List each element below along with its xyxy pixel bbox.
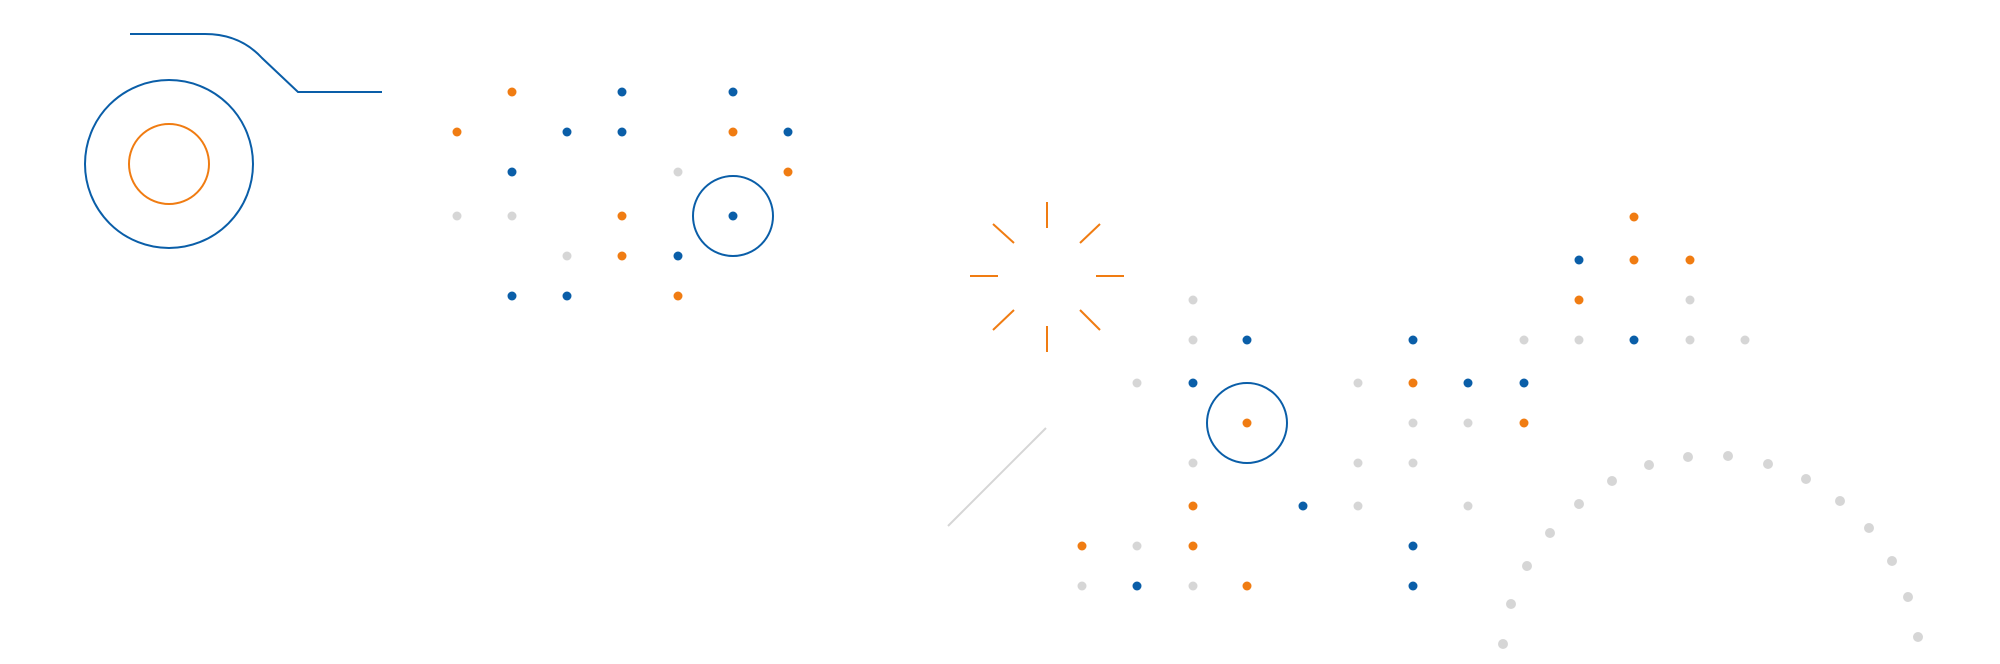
dot: [1188, 378, 1198, 388]
dot: [452, 127, 462, 137]
dot: [673, 291, 683, 301]
dot: [1242, 335, 1252, 345]
dot: [1353, 501, 1363, 511]
arc-dot: [1864, 523, 1874, 533]
dot: [1188, 458, 1198, 468]
dot: [673, 251, 683, 261]
dot: [1188, 295, 1198, 305]
dot: [1685, 335, 1695, 345]
dot: [1132, 378, 1142, 388]
dot: [1685, 295, 1695, 305]
dot: [1188, 501, 1198, 511]
sunburst-icon: [970, 202, 1124, 352]
arc-dot: [1913, 632, 1923, 642]
dot-grid-right: [1077, 212, 1750, 591]
dot: [617, 211, 627, 221]
arc-dot: [1801, 474, 1811, 484]
dot: [1242, 418, 1252, 428]
dot: [728, 127, 738, 137]
dot: [1408, 418, 1418, 428]
dot-highlight-ring: [692, 175, 774, 257]
dot-grid-left: [452, 87, 793, 301]
dot: [1188, 335, 1198, 345]
dot: [1077, 541, 1087, 551]
dot: [673, 167, 683, 177]
arc-dot: [1903, 592, 1913, 602]
dot: [783, 127, 793, 137]
dot: [617, 87, 627, 97]
dot: [1408, 581, 1418, 591]
dot: [1574, 295, 1584, 305]
arc-dot: [1723, 451, 1733, 461]
dot: [1298, 501, 1308, 511]
dot: [1077, 581, 1087, 591]
dot: [1132, 581, 1142, 591]
dot: [507, 211, 517, 221]
arc-dot: [1545, 528, 1555, 538]
dot: [617, 127, 627, 137]
dot: [452, 211, 462, 221]
dot: [507, 87, 517, 97]
arc-dot: [1522, 561, 1532, 571]
dot: [1242, 581, 1252, 591]
dot: [1574, 255, 1584, 265]
dot: [1408, 541, 1418, 551]
arc-dot: [1644, 460, 1654, 470]
outer-ring: [84, 79, 254, 249]
dot: [507, 291, 517, 301]
dot: [1408, 378, 1418, 388]
arc-dot: [1763, 459, 1773, 469]
dot-highlight-ring-right: [1206, 382, 1288, 464]
inner-ring: [128, 123, 210, 205]
dot: [1629, 335, 1639, 345]
arc-dot: [1683, 452, 1693, 462]
dot: [562, 127, 572, 137]
arc-dot: [1498, 639, 1508, 649]
diagonal-line: [947, 427, 1047, 527]
dot: [1519, 335, 1529, 345]
dot: [1463, 418, 1473, 428]
dot: [1463, 378, 1473, 388]
dot: [1519, 378, 1529, 388]
dot: [728, 87, 738, 97]
dot: [1740, 335, 1750, 345]
dot: [1463, 501, 1473, 511]
arc-dot: [1887, 556, 1897, 566]
arc-dot: [1835, 496, 1845, 506]
arc-dot: [1607, 476, 1617, 486]
dot: [1188, 541, 1198, 551]
concentric-circles-icon: [84, 33, 382, 249]
dotted-arc: [1498, 451, 1923, 649]
arc-dot: [1506, 599, 1516, 609]
dot: [1519, 418, 1529, 428]
dot: [1629, 255, 1639, 265]
dot: [1353, 458, 1363, 468]
dot: [507, 167, 517, 177]
dot: [617, 251, 627, 261]
dot: [1408, 335, 1418, 345]
dot: [1132, 541, 1142, 551]
connector-line: [130, 33, 382, 93]
dot: [1574, 335, 1584, 345]
dot: [1188, 581, 1198, 591]
dot: [1408, 458, 1418, 468]
dot: [728, 211, 738, 221]
dot: [562, 251, 572, 261]
dot: [1629, 212, 1639, 222]
dot: [1685, 255, 1695, 265]
dot: [783, 167, 793, 177]
arc-dot: [1574, 499, 1584, 509]
dot: [562, 291, 572, 301]
dot: [1353, 378, 1363, 388]
